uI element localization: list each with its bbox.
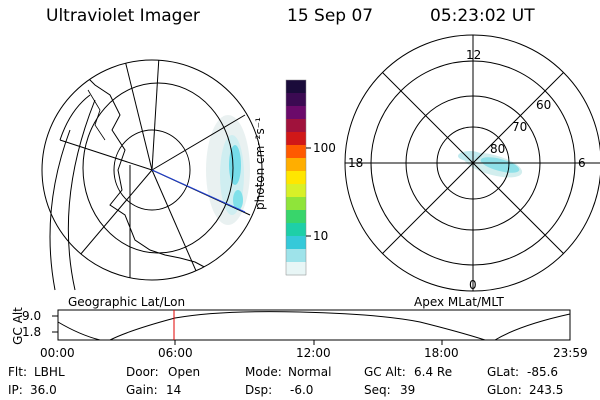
status-flt-value: LBHL — [34, 365, 65, 379]
polar-panel-label: Apex MLat/MLT — [414, 295, 504, 309]
status-door-value: Open — [168, 365, 201, 379]
status-flt-label: Flt: — [8, 365, 27, 379]
status-glat-value: -85.6 — [527, 365, 559, 379]
mlt-label-0: 0 — [469, 278, 477, 292]
status-mode-label: Mode: — [245, 365, 282, 379]
mlt-label-12: 12 — [466, 48, 482, 62]
status-mode-value: Normal — [288, 365, 332, 379]
status-gain-label: Gain: — [126, 383, 158, 397]
mlat-label-80: 80 — [490, 142, 506, 156]
time-tick-2359: 23:59 — [553, 346, 588, 360]
colorbar — [285, 79, 311, 276]
time-tick-1800: 18:00 — [424, 346, 459, 360]
time-tick-0600: 06:00 — [158, 346, 193, 360]
altitude-curve — [57, 311, 571, 341]
colorbar-band — [286, 249, 306, 263]
colorbar-band — [286, 171, 306, 185]
altitude-strip — [52, 309, 571, 345]
alt-tick-low: 1.8 — [22, 325, 42, 339]
status-seq-value: 39 — [400, 383, 416, 397]
time-label: 05:23:02 UT — [430, 6, 535, 26]
colorbar-band — [286, 93, 306, 107]
colorbar-band — [286, 145, 306, 159]
time-tick-0000: 00:00 — [40, 346, 75, 360]
colorbar-band — [286, 262, 306, 276]
polar-panel — [344, 34, 600, 292]
status-dsp-label: Dsp: — [245, 383, 273, 397]
status-gcalt-label: GC Alt: — [364, 365, 406, 379]
status-ip-value: 36.0 — [30, 383, 57, 397]
colorbar-band — [286, 80, 306, 94]
colorbar-band — [286, 119, 306, 133]
colorbar-tick-100: 100 — [313, 141, 336, 155]
colorbar-band — [286, 236, 306, 250]
mlat-label-60: 60 — [536, 98, 552, 112]
colorbar-band — [286, 184, 306, 198]
status-door-label: Door: — [126, 365, 159, 379]
instrument-title: Ultraviolet Imager — [46, 6, 200, 26]
status-gcalt-value: 6.4 Re — [414, 365, 453, 379]
status-glat-label: GLat: — [487, 365, 520, 379]
colorbar-band — [286, 197, 306, 211]
status-ip-label: IP: — [8, 383, 23, 397]
colorbar-band — [286, 158, 306, 172]
colorbar-band — [286, 106, 306, 120]
time-tick-1200: 12:00 — [296, 346, 331, 360]
status-seq-label: Seq: — [364, 383, 391, 397]
geographic-panel — [41, 59, 263, 291]
sun-direction-line — [151, 169, 246, 213]
mlt-label-6: 6 — [578, 156, 586, 170]
colorbar-band — [286, 210, 306, 224]
geo-aurora — [206, 115, 250, 225]
status-dsp-value: -6.0 — [290, 383, 314, 397]
colorbar-band — [286, 132, 306, 146]
status-glon-value: 243.5 — [529, 383, 564, 397]
colorbar-band — [286, 223, 306, 237]
colorbar-tick-10: 10 — [313, 229, 329, 243]
mlat-label-70: 70 — [512, 120, 528, 134]
date-label: 15 Sep 07 — [287, 6, 374, 26]
status-gain-value: 14 — [166, 383, 182, 397]
geo-panel-label: Geographic Lat/Lon — [68, 295, 186, 309]
status-glon-label: GLon: — [487, 383, 522, 397]
colorbar-unit-label: photon cm⁻²s⁻¹ — [253, 117, 267, 210]
alt-tick-high: 9.0 — [22, 309, 42, 323]
mlt-label-18: 18 — [348, 156, 364, 170]
